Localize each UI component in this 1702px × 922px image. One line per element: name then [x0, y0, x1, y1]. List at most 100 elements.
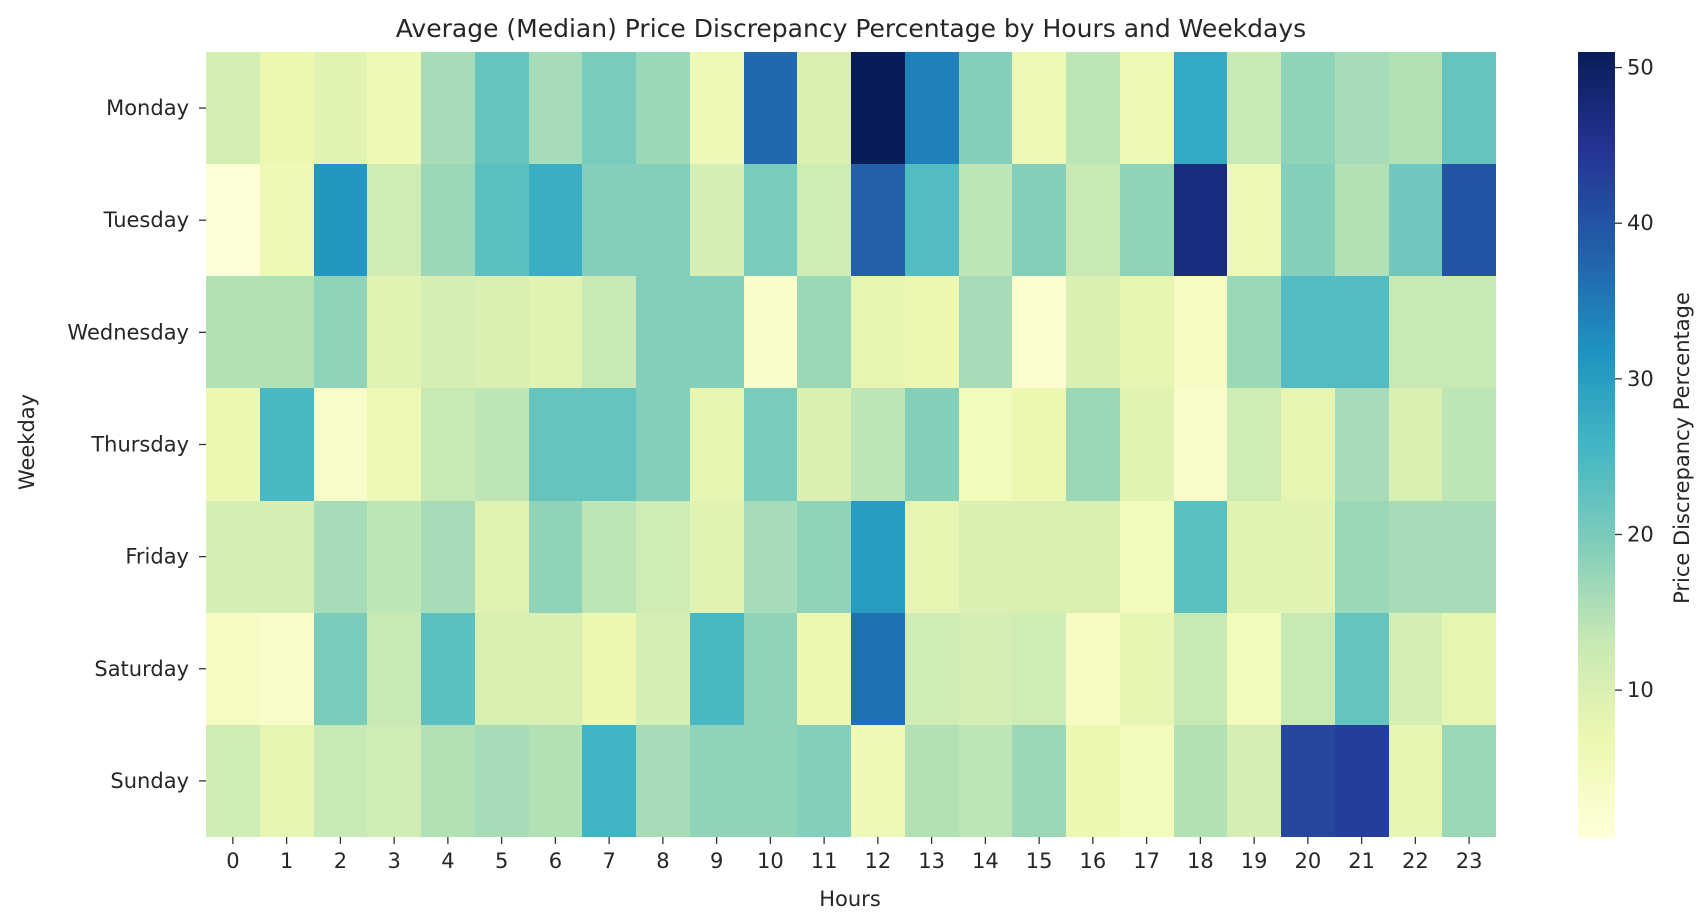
heatmap-cell [851, 276, 905, 388]
heatmap-cell [905, 501, 959, 613]
heatmap-cell [1120, 388, 1174, 501]
x-tick-label: 11 [811, 849, 838, 873]
heatmap-cell [797, 613, 851, 725]
colorbar-tick-label: 20 [1627, 522, 1654, 546]
heatmap-cell [1281, 388, 1335, 501]
heatmap-cell [1281, 613, 1335, 725]
heatmap-cell [367, 725, 421, 837]
heatmap-cell [744, 276, 797, 388]
x-tick-label: 10 [757, 849, 784, 873]
heatmap-cell [475, 52, 529, 164]
heatmap-cell [1066, 276, 1120, 388]
chart-title: Average (Median) Price Discrepancy Perce… [396, 14, 1306, 43]
heatmap-cell [314, 501, 367, 613]
x-axis-label: Hours [819, 887, 881, 911]
heatmap-cell [690, 725, 744, 837]
heatmap-cell [529, 276, 582, 388]
heatmap-cell [744, 388, 797, 501]
heatmap-cell [206, 52, 260, 164]
heatmap-cell [529, 501, 582, 613]
heatmap-cell [636, 52, 690, 164]
heatmap-cell [582, 52, 636, 164]
heatmap-cell [797, 52, 851, 164]
heatmap-cell [1227, 501, 1281, 613]
heatmap-cell [690, 613, 744, 725]
heatmap-cell [1120, 52, 1174, 164]
heatmap-cell [475, 276, 529, 388]
heatmap-cell [1335, 164, 1389, 276]
heatmap-cell [475, 164, 529, 276]
heatmap-cell [582, 501, 636, 613]
heatmap-cell [1335, 388, 1389, 501]
heatmap-cell [851, 164, 905, 276]
heatmap-cell [314, 164, 367, 276]
heatmap-cell [1012, 164, 1066, 276]
heatmap-cell [1066, 613, 1120, 725]
heatmap-cell [744, 501, 797, 613]
x-tick-label: 22 [1402, 849, 1429, 873]
heatmap-cell [206, 501, 260, 613]
heatmap-cell [1281, 52, 1335, 164]
heatmap-cell [260, 388, 314, 501]
heatmap-cell [1066, 725, 1120, 837]
heatmap-cell [582, 725, 636, 837]
heatmap-cell [1066, 164, 1120, 276]
heatmap-cell [1389, 501, 1442, 613]
x-tick-label: 6 [549, 849, 562, 873]
y-tick-label: Tuesday [103, 208, 189, 232]
heatmap-cell [851, 613, 905, 725]
heatmap-cell [1012, 501, 1066, 613]
x-tick-label: 16 [1080, 849, 1107, 873]
heatmap-cell [959, 164, 1012, 276]
heatmap-cell [636, 501, 690, 613]
heatmap-cell [690, 501, 744, 613]
y-tick-label: Saturday [94, 657, 189, 681]
heatmap-cell [421, 725, 475, 837]
heatmap-cell [314, 52, 367, 164]
heatmap-cell [260, 276, 314, 388]
x-tick-label: 0 [226, 849, 239, 873]
heatmap-cell [905, 276, 959, 388]
heatmap-cell [475, 501, 529, 613]
heatmap-cell [1174, 501, 1227, 613]
heatmap-cell [690, 388, 744, 501]
x-tick-label: 15 [1026, 849, 1053, 873]
heatmap-cell [1335, 725, 1389, 837]
heatmap-cell [636, 164, 690, 276]
heatmap-cell [1442, 164, 1496, 276]
heatmap-cell [851, 52, 905, 164]
heatmap-cell [529, 725, 582, 837]
colorbar-tick-label: 50 [1627, 56, 1654, 80]
heatmap-cell [1227, 725, 1281, 837]
heatmap-cell [367, 276, 421, 388]
heatmap-cell [1281, 164, 1335, 276]
heatmap-cell [851, 501, 905, 613]
heatmap-cell [797, 501, 851, 613]
x-tick-label: 13 [918, 849, 945, 873]
colorbar-tick-label: 40 [1627, 211, 1654, 235]
heatmap-cell [206, 613, 260, 725]
heatmap-cell [744, 613, 797, 725]
heatmap-cell [367, 501, 421, 613]
colorbar: 10 20 30 40 50 [1578, 52, 1654, 838]
heatmap-cell [905, 164, 959, 276]
heatmap-cell [260, 164, 314, 276]
heatmap-cell [690, 52, 744, 164]
heatmap-cell [1174, 276, 1227, 388]
heatmap-cell [1335, 52, 1389, 164]
heatmap-cell [1442, 501, 1496, 613]
heatmap-cell [582, 164, 636, 276]
x-tick-label: 2 [334, 849, 347, 873]
x-tick-label: 9 [710, 849, 723, 873]
heatmap-cell [1120, 501, 1174, 613]
heatmap-cell [1012, 388, 1066, 501]
heatmap-cell [690, 276, 744, 388]
x-axis-ticks: 0 1 2 3 4 5 6 7 8 9 10 11 12 13 14 15 16 17 18 19 20 21 22 23 [226, 836, 1482, 873]
heatmap-cell [314, 276, 367, 388]
heatmap-cell [1012, 52, 1066, 164]
heatmap-cell [1281, 276, 1335, 388]
heatmap-cell [636, 388, 690, 501]
heatmap-cell [1174, 164, 1227, 276]
heatmap-cell [421, 164, 475, 276]
x-tick-label: 12 [865, 849, 892, 873]
